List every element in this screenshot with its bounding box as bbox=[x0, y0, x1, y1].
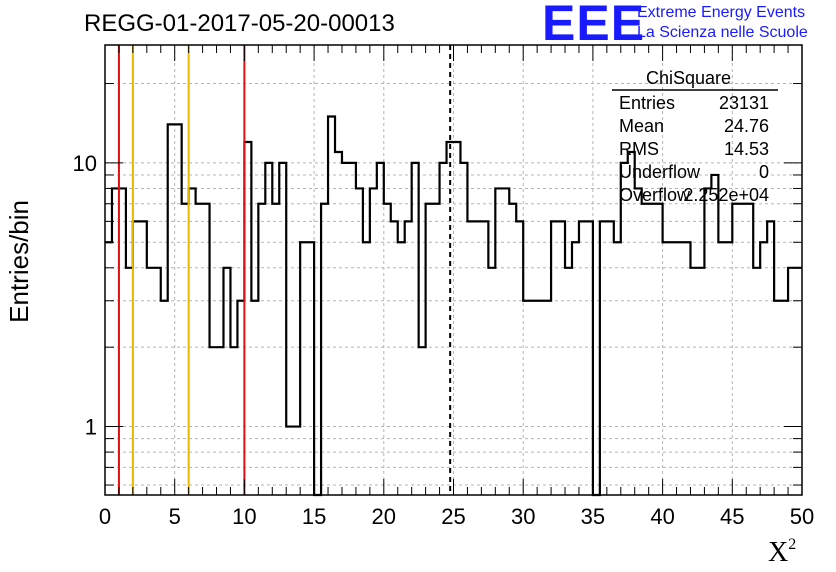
stats-value: 0 bbox=[758, 162, 769, 182]
stats-row-underflow: Underflow 0 bbox=[619, 162, 769, 183]
x-axis-label: X2 bbox=[768, 536, 796, 569]
x-tick-label: 0 bbox=[99, 504, 111, 529]
stats-label: RMS bbox=[619, 139, 659, 159]
stats-row-entries: Entries 23131 bbox=[619, 93, 769, 114]
x-tick-label: 35 bbox=[581, 504, 605, 529]
stats-row-rms: RMS 14.53 bbox=[619, 139, 769, 160]
x-tick-label: 30 bbox=[511, 504, 535, 529]
stats-title: ChiSquare bbox=[646, 68, 732, 88]
x-tick-label: 15 bbox=[302, 504, 326, 529]
chart-title: REGG-01-2017-05-20-00013 bbox=[84, 10, 395, 37]
stats-value: 24.76 bbox=[723, 116, 769, 136]
histogram bbox=[105, 115, 802, 497]
stats-value: 23131 bbox=[718, 93, 769, 113]
stats-value: 14.53 bbox=[723, 139, 769, 159]
y-ticks: 1 10 bbox=[73, 83, 802, 486]
stats-label: Entries bbox=[619, 93, 676, 113]
stats-label: Underflow bbox=[619, 162, 701, 182]
x-tick-label: 20 bbox=[372, 504, 396, 529]
stats-label: Mean bbox=[619, 116, 665, 136]
y-axis-label: Entries/bin bbox=[4, 200, 34, 323]
histogram-outline bbox=[105, 115, 802, 497]
x-tick-label: 40 bbox=[650, 504, 674, 529]
logo-text-line1: Extreme Energy Events bbox=[637, 4, 806, 21]
x-tick-label: 50 bbox=[790, 504, 814, 529]
x-axis-label-base: X bbox=[768, 537, 789, 568]
x-tick-label: 25 bbox=[441, 504, 465, 529]
x-tick-label: 5 bbox=[169, 504, 181, 529]
y-tick-label: 1 bbox=[85, 415, 97, 440]
x-ticks: 0 5 10 15 20 25 30 35 40 45 50 bbox=[99, 45, 814, 529]
x-axis-label-sup: 2 bbox=[788, 536, 797, 553]
stats-row-mean: Mean 24.76 bbox=[619, 116, 769, 137]
x-tick-label: 10 bbox=[232, 504, 256, 529]
y-tick-label: 10 bbox=[73, 151, 97, 176]
eee-logo: EEE bbox=[542, 0, 646, 51]
stats-row-overflow: Overflow 2.252e+04 bbox=[619, 185, 769, 206]
reference-lines bbox=[117, 45, 452, 495]
stats-label: Overflow bbox=[619, 185, 691, 205]
logo-text-line2: La Scienza nelle Scuole bbox=[637, 24, 808, 41]
x-tick-label: 45 bbox=[720, 504, 744, 529]
stats-value: 2.252e+04 bbox=[683, 185, 769, 205]
